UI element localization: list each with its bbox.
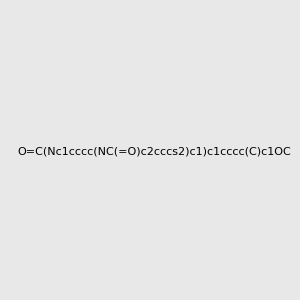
Text: O=C(Nc1cccc(NC(=O)c2cccs2)c1)c1cccc(C)c1OC: O=C(Nc1cccc(NC(=O)c2cccs2)c1)c1cccc(C)c1… <box>17 146 291 157</box>
